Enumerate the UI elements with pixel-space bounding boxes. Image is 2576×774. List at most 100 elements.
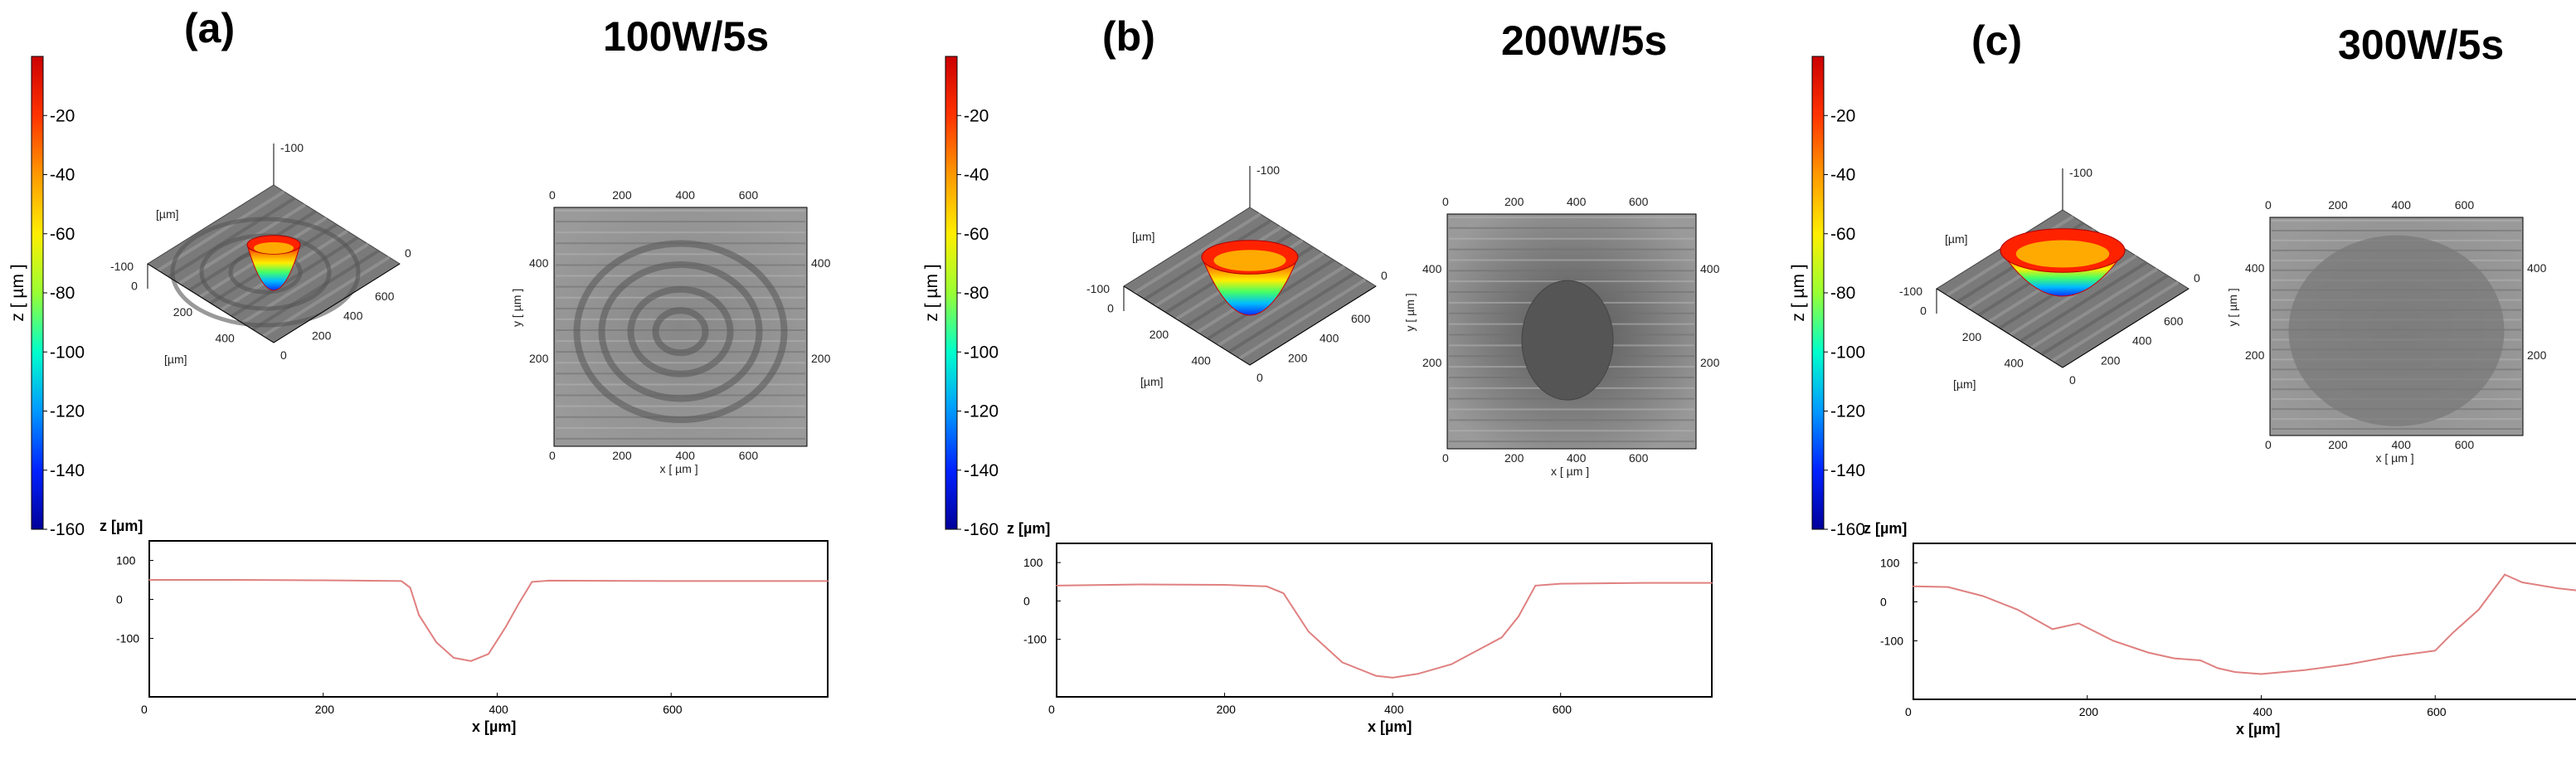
profile-point bbox=[2521, 582, 2523, 583]
iso-z-tick: 0 bbox=[2194, 271, 2200, 285]
plan-y-label: y [ µm ] bbox=[1403, 293, 1417, 331]
profile-point bbox=[2234, 671, 2236, 673]
surface-texture bbox=[231, 236, 359, 319]
colorbar bbox=[31, 56, 44, 530]
plan-left-tick: 200 bbox=[2245, 348, 2265, 362]
plan-top-tick: 200 bbox=[612, 188, 632, 202]
profile-point bbox=[470, 660, 472, 662]
panel-label: (a) bbox=[184, 5, 236, 51]
profile-point bbox=[2199, 660, 2201, 661]
x-axis-3d bbox=[147, 263, 275, 343]
profile-point bbox=[2390, 655, 2393, 658]
colorbar-tick-label: -100 bbox=[964, 343, 999, 362]
iso-y-tick: 200 bbox=[1288, 351, 1308, 364]
profile-point bbox=[531, 581, 533, 583]
profile-point bbox=[148, 579, 150, 581]
iso-y-tick: 0 bbox=[2069, 373, 2076, 387]
plan-left-tick: 400 bbox=[529, 256, 549, 270]
profile-point bbox=[1475, 650, 1478, 652]
iso-x-tick: 0 bbox=[1920, 304, 1927, 317]
surface-texture bbox=[2051, 280, 2180, 363]
plan-top-tick: 600 bbox=[2455, 198, 2475, 212]
profile-x-tick: 400 bbox=[1384, 703, 1404, 716]
iso-y-tick: 600 bbox=[375, 290, 395, 303]
iso-unit-label: [µm] bbox=[1132, 230, 1155, 243]
panel-label: (b) bbox=[1102, 13, 1155, 60]
plan-bottom-tick: 400 bbox=[676, 449, 696, 462]
profile-point bbox=[1518, 616, 1519, 617]
colorbar-tick-label: -20 bbox=[964, 106, 989, 125]
plan-bottom-tick: 200 bbox=[612, 449, 632, 462]
profile-frame bbox=[1913, 543, 2576, 700]
plan-crater bbox=[2288, 235, 2505, 426]
profile-point bbox=[2452, 632, 2454, 634]
surface-texture bbox=[1133, 212, 1261, 295]
colorbar-tick-label: -40 bbox=[1830, 166, 1855, 185]
profile-x-tick: 200 bbox=[1217, 703, 1237, 716]
profile-point bbox=[518, 602, 520, 604]
plan-y-label: y [ µm ] bbox=[510, 289, 523, 327]
profile-point bbox=[2078, 622, 2080, 625]
iso-z-tick: -100 bbox=[110, 260, 134, 273]
plan-top-tick: 600 bbox=[739, 188, 759, 202]
profile-line bbox=[149, 579, 828, 662]
profile-x-label: x [µm] bbox=[2236, 721, 2280, 737]
plan-right-tick: 400 bbox=[811, 256, 831, 270]
profile-point bbox=[2147, 651, 2149, 654]
x-axis-3d bbox=[1123, 285, 1251, 366]
profile-y-tick: 0 bbox=[1880, 596, 1887, 609]
plan-right-tick: 200 bbox=[2527, 348, 2547, 362]
iso-x-tick: 0 bbox=[1107, 301, 1114, 314]
plan-bottom-tick: 0 bbox=[2265, 438, 2272, 451]
plan-top-tick: 200 bbox=[2328, 198, 2348, 212]
iso-z-tick: -100 bbox=[1086, 282, 1110, 295]
colorbar-tick-label: -100 bbox=[1830, 343, 1865, 362]
iso-x-tick: 400 bbox=[1191, 354, 1211, 368]
iso-z-tick: -100 bbox=[280, 141, 304, 154]
colorbar-label: z [ µm ] bbox=[922, 264, 941, 321]
plan-bottom-tick: 600 bbox=[739, 449, 759, 462]
crater-surface bbox=[246, 244, 301, 291]
profile-point bbox=[1500, 636, 1503, 639]
plan-right-tick: 200 bbox=[811, 352, 831, 365]
profile-point bbox=[2556, 587, 2558, 589]
colorbar-tick-label: -160 bbox=[964, 520, 999, 539]
profile-point bbox=[2504, 573, 2506, 576]
plan-top-tick: 0 bbox=[1442, 195, 1449, 208]
y-axis-3d bbox=[273, 263, 401, 343]
profile-point bbox=[505, 626, 507, 628]
plan-bottom-tick: 400 bbox=[2392, 438, 2412, 451]
profile-point bbox=[827, 580, 829, 582]
colorbar-tick-label: -120 bbox=[1830, 402, 1865, 421]
surface-ring bbox=[170, 217, 361, 328]
profile-point bbox=[1392, 677, 1393, 679]
plan-bottom-tick: 600 bbox=[1629, 451, 1649, 465]
profile-x-tick: 0 bbox=[141, 703, 148, 716]
plan-bottom-tick: 400 bbox=[1567, 451, 1587, 465]
crater-inner bbox=[1213, 250, 1286, 271]
x-axis-3d bbox=[1936, 288, 2063, 368]
iso-y-tick: 600 bbox=[1351, 312, 1371, 325]
plan-x-label: x [ µm ] bbox=[660, 462, 698, 475]
iso-y-tick: 0 bbox=[1256, 371, 1263, 384]
colorbar-tick-label: -140 bbox=[1830, 461, 1865, 480]
panel-condition: 200W/5s bbox=[1501, 17, 1668, 64]
colorbar-tick-label: -60 bbox=[50, 225, 75, 244]
iso-y-tick: 400 bbox=[2132, 334, 2152, 348]
profile-point bbox=[453, 657, 454, 659]
profile-point bbox=[1451, 663, 1452, 665]
panel-label: (c) bbox=[1971, 17, 2023, 64]
plan-right-tick: 400 bbox=[1700, 262, 1720, 275]
colorbar-label: z [ µm ] bbox=[8, 264, 27, 321]
profile-point bbox=[1534, 585, 1537, 587]
profile-point bbox=[1308, 630, 1310, 633]
profile-x-tick: 600 bbox=[663, 703, 683, 716]
y-axis-3d bbox=[1249, 285, 1377, 366]
profile-x-tick: 400 bbox=[2253, 705, 2272, 718]
colorbar bbox=[1811, 56, 1825, 530]
profile-point bbox=[2173, 657, 2175, 660]
profile-y-tick: 100 bbox=[116, 554, 136, 567]
colorbar-label: z [ µm ] bbox=[1789, 264, 1808, 321]
iso-x-tick: 0 bbox=[131, 279, 138, 292]
profile-point bbox=[1266, 586, 1268, 587]
